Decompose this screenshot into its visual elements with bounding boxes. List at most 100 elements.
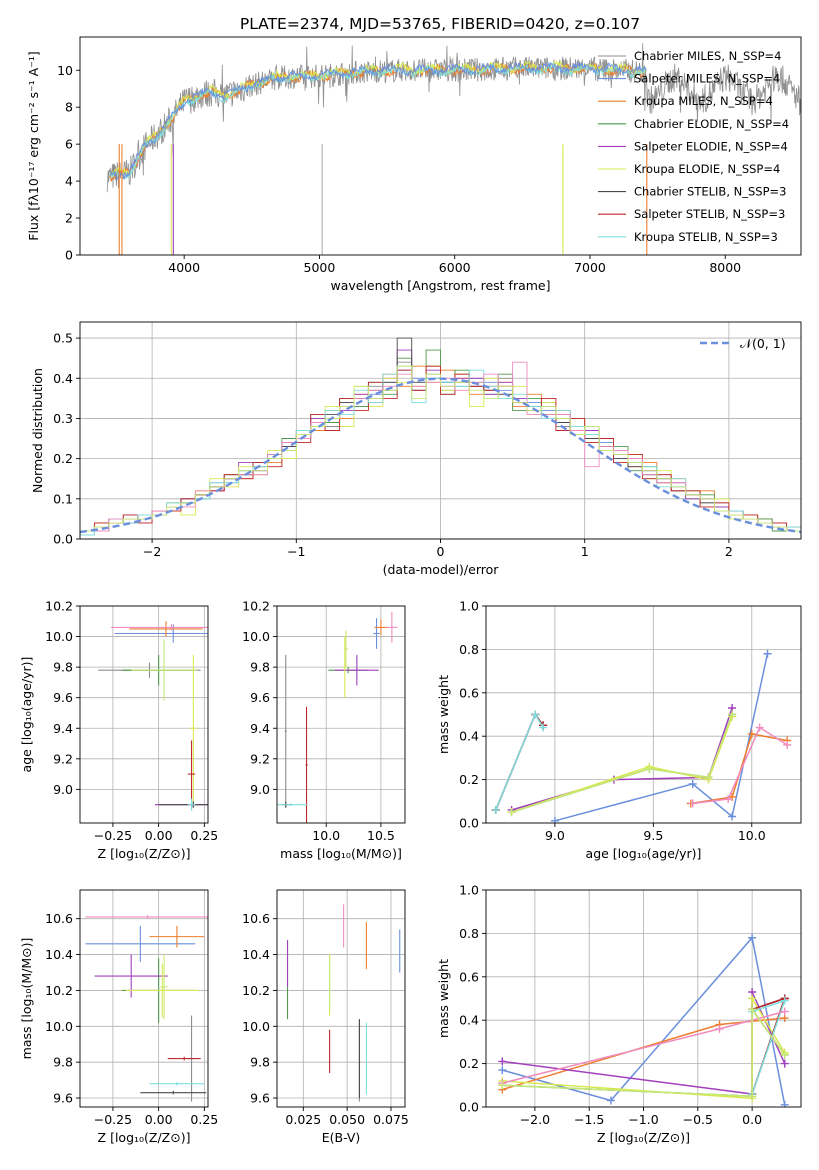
weight-point-marker xyxy=(747,730,756,739)
panel-mass-vs-z: −0.25 0.00 0.25 9.6 9.8 10.0 10.2 10.4 10.6 Z [lo… xyxy=(19,889,218,1145)
y-tick-label: 0 xyxy=(65,248,73,263)
x-tick-label: 0.050 xyxy=(329,1112,365,1127)
x-tick-label: −2.0 xyxy=(520,1112,550,1127)
plot-area-weight-vs-z xyxy=(498,933,789,1107)
weight-point-marker xyxy=(755,723,764,732)
y-tick-label: 10.2 xyxy=(45,983,73,998)
y-tick-label: 0.3 xyxy=(53,411,73,426)
x-axis-label: Z [log₁₀(Z/Z⊙)] xyxy=(98,846,191,861)
x-axis-label: Z [log₁₀(Z/Z⊙)] xyxy=(98,1130,191,1145)
y-tick-label: 10.0 xyxy=(45,629,73,644)
weight-point-marker xyxy=(491,805,500,814)
x-tick-label: 10.0 xyxy=(312,828,340,843)
legend-label: Chabrier STELIB, N_SSP=3 xyxy=(634,185,786,199)
panel-weight-vs-age: 9.0 9.5 10.0 0.0 0.2 0.4 0.6 0.8 1.0 age [log₁₀(a… xyxy=(436,599,802,861)
y-tick-label: 10.2 xyxy=(242,983,270,998)
y-tick-label: 9.0 xyxy=(250,782,270,797)
legend-label: Salpeter ELODIE, N_SSP=4 xyxy=(634,139,788,153)
y-tick-label: 0.0 xyxy=(53,532,73,547)
y-tick-label: 0.8 xyxy=(459,926,479,941)
weight-series-line xyxy=(690,733,788,805)
axes-frame xyxy=(276,889,406,1108)
weight-point-marker xyxy=(780,1007,789,1016)
y-tick-label: 0.4 xyxy=(459,1013,479,1028)
axes-frame xyxy=(276,605,406,824)
y-tick-label: 10.0 xyxy=(242,629,270,644)
x-tick-label: 1 xyxy=(581,544,589,559)
y-tick-label: 0.6 xyxy=(459,685,479,700)
weight-point-marker xyxy=(780,1100,789,1107)
panel-age-vs-z: −0.25 0.00 0.25 9.0 9.2 9.4 9.6 9.8 10.0 10.2 Z [l… xyxy=(19,599,218,862)
weight-point-marker xyxy=(780,996,789,1005)
legend-label: Kroupa STELIB, N_SSP=3 xyxy=(634,230,778,244)
legend-label: Salpeter MILES, N_SSP=4 xyxy=(634,72,780,86)
x-tick-label: −1.5 xyxy=(574,1112,604,1127)
weight-point-marker xyxy=(606,1096,615,1105)
weight-point-marker xyxy=(748,933,757,942)
y-axis-label: mass weight xyxy=(436,959,451,1038)
y-tick-label: 0.0 xyxy=(459,1100,479,1115)
y-tick-label: 9.2 xyxy=(250,751,270,766)
weight-point-marker xyxy=(704,773,713,782)
x-tick-label: 6000 xyxy=(439,260,471,275)
x-tick-label: 7000 xyxy=(574,260,606,275)
weight-series-line xyxy=(511,714,733,813)
x-tick-label: −2 xyxy=(143,544,161,559)
x-tick-label: 0.00 xyxy=(145,828,173,843)
y-tick-label: 8 xyxy=(65,100,73,115)
plot-area-mass-vs-ebv xyxy=(286,904,401,1102)
x-axis-label: age [log₁₀(age/yr)] xyxy=(586,846,702,861)
plot-area-mass-vs-z xyxy=(85,915,208,1102)
y-tick-label: 4 xyxy=(65,174,73,189)
panel-spectrum: 4000 5000 6000 7000 8000 0 2 4 6 8 10 wavelength [A… xyxy=(26,36,802,293)
weight-point-marker xyxy=(498,1057,507,1066)
weight-point-marker xyxy=(550,816,559,823)
x-tick-label: −1 xyxy=(287,544,305,559)
panel-mass-vs-ebv: 0.025 0.050 0.075 9.6 9.8 10.0 10.2 10.4 10.6 E(B… xyxy=(242,889,409,1145)
weight-point-marker xyxy=(688,799,697,808)
panel-residuals: −2 −1 0 1 2 0.0 0.1 0.2 0.3 0.4 0.5 (data-model)/er… xyxy=(30,321,802,577)
y-tick-label: 10 xyxy=(57,63,73,78)
spectrum-legend: Chabrier MILES, N_SSP=4 Salpeter MILES, N… xyxy=(598,49,789,244)
y-tick-label: 0.5 xyxy=(53,331,73,346)
gaussian-reference-curve xyxy=(80,377,801,534)
x-tick-label: 9.0 xyxy=(545,828,565,843)
y-tick-label: 0.2 xyxy=(459,772,479,787)
x-axis-label: (data-model)/error xyxy=(383,562,500,577)
y-tick-label: 9.8 xyxy=(250,660,270,675)
weight-point-marker xyxy=(728,812,737,821)
y-tick-label: 10.2 xyxy=(45,599,73,614)
y-tick-label: 10.2 xyxy=(242,599,270,614)
x-tick-label: 10.0 xyxy=(738,828,766,843)
legend-label: Chabrier ELODIE, N_SSP=4 xyxy=(634,117,789,131)
x-tick-label: 4000 xyxy=(168,260,200,275)
plot-area-age-vs-z xyxy=(98,621,208,811)
x-tick-label: 0.00 xyxy=(145,1112,173,1127)
x-axis-label: wavelength [Angstrom, rest frame] xyxy=(330,278,550,293)
y-tick-label: 0.2 xyxy=(459,1056,479,1071)
figure-title: PLATE=2374, MJD=53765, FIBERID=0420, z=0… xyxy=(240,15,640,33)
weight-point-marker xyxy=(498,1066,507,1075)
y-tick-label: 0.6 xyxy=(459,969,479,984)
y-tick-label: 0.2 xyxy=(53,451,73,466)
y-tick-label: 10.0 xyxy=(45,1019,73,1034)
weight-point-marker xyxy=(539,723,548,732)
legend-label: Kroupa MILES, N_SSP=4 xyxy=(634,94,773,108)
x-tick-label: 0 xyxy=(437,544,445,559)
y-tick-label: 1.0 xyxy=(459,599,479,614)
x-tick-label: 0.0 xyxy=(742,1112,762,1127)
x-tick-label: 0.25 xyxy=(190,1112,218,1127)
weight-point-marker xyxy=(780,1050,789,1059)
y-tick-label: 9.2 xyxy=(53,751,73,766)
x-tick-label: 8000 xyxy=(709,260,741,275)
weight-point-marker xyxy=(728,710,737,719)
weight-point-marker xyxy=(715,1024,724,1033)
y-tick-label: 9.6 xyxy=(53,1091,73,1106)
x-tick-label: 0.075 xyxy=(373,1112,409,1127)
y-tick-label: 9.8 xyxy=(53,1055,73,1070)
y-tick-label: 9.0 xyxy=(53,782,73,797)
legend-label: Salpeter STELIB, N_SSP=3 xyxy=(634,207,785,221)
y-tick-label: 9.8 xyxy=(53,660,73,675)
y-tick-label: 9.4 xyxy=(53,721,73,736)
